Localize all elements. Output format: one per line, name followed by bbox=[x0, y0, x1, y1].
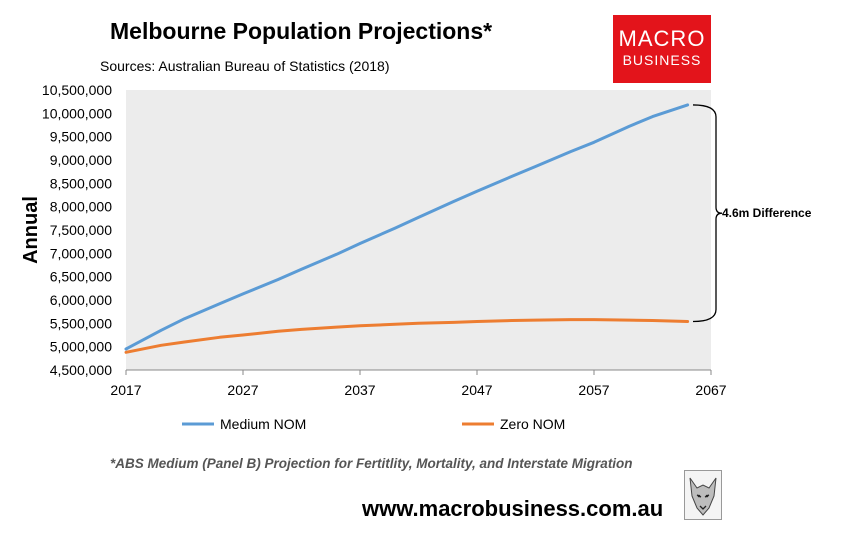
x-tick-label: 2047 bbox=[461, 382, 492, 398]
logo-line-2: BUSINESS bbox=[622, 52, 702, 68]
x-tick-label: 2017 bbox=[110, 382, 141, 398]
y-tick-label: 6,000,000 bbox=[50, 292, 112, 308]
x-tick-label: 2027 bbox=[227, 382, 258, 398]
x-tick-label: 2057 bbox=[578, 382, 609, 398]
series-lines bbox=[124, 103, 690, 354]
y-tick-label: 9,000,000 bbox=[50, 152, 112, 168]
y-tick-label: 4,500,000 bbox=[50, 362, 112, 378]
y-tick-label: 5,500,000 bbox=[50, 315, 112, 331]
y-tick-label: 5,000,000 bbox=[50, 339, 112, 355]
x-tick-label: 2037 bbox=[344, 382, 375, 398]
footnote: *ABS Medium (Panel B) Projection for Fer… bbox=[110, 456, 633, 471]
y-tick-label: 6,500,000 bbox=[50, 269, 112, 285]
y-tick-label: 9,500,000 bbox=[50, 129, 112, 145]
chart-title: Melbourne Population Projections* bbox=[110, 18, 493, 44]
series-line-medium-nom bbox=[124, 103, 690, 351]
brace-path bbox=[692, 104, 723, 323]
y-axis-label: Annual bbox=[20, 196, 42, 264]
difference-brace bbox=[692, 104, 723, 323]
y-tick-label: 7,500,000 bbox=[50, 222, 112, 238]
y-tick-label: 7,000,000 bbox=[50, 245, 112, 261]
macrobusiness-logo: MACRO BUSINESS bbox=[613, 15, 711, 83]
y-axis-ticks: 4,500,000 5,000,000 5,500,000 6,000,000 6,50… bbox=[42, 82, 112, 378]
website-url[interactable]: www.macrobusiness.com.au bbox=[362, 496, 664, 521]
x-tick-label: 2067 bbox=[695, 382, 726, 398]
logo-line-1: MACRO bbox=[618, 26, 706, 51]
series-line-zero-nom bbox=[124, 318, 690, 354]
y-tick-label: 10,500,000 bbox=[42, 82, 112, 98]
y-tick-label: 8,500,000 bbox=[50, 175, 112, 191]
y-tick-label: 10,000,000 bbox=[42, 105, 112, 121]
plot-area bbox=[126, 90, 711, 370]
legend-label: Medium NOM bbox=[220, 416, 306, 432]
legend: Medium NOM Zero NOM bbox=[182, 416, 565, 432]
legend-label: Zero NOM bbox=[500, 416, 565, 432]
y-tick-label: 8,000,000 bbox=[50, 199, 112, 215]
wolf-logo-icon bbox=[684, 470, 722, 520]
chart-subtitle: Sources: Australian Bureau of Statistics… bbox=[100, 58, 390, 74]
x-axis-ticks: 2017 2027 2037 2047 2057 2067 bbox=[110, 370, 727, 398]
difference-annotation: 4.6m Difference bbox=[722, 206, 812, 220]
